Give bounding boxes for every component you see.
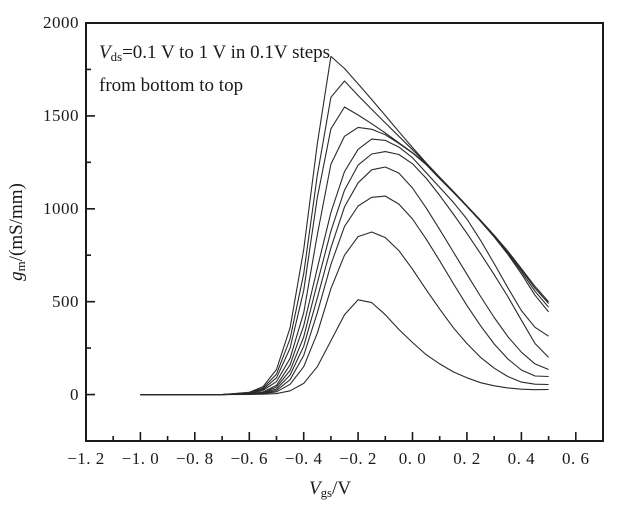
gm-curve-vds-0.6-v xyxy=(140,138,549,396)
y-tick-label: 2000 xyxy=(43,13,79,32)
x-tick-label: −0. 6 xyxy=(230,449,269,468)
x-axis-subscript: gs xyxy=(320,485,333,501)
y-tick-label: 500 xyxy=(52,291,79,311)
y-tick-label: 0 xyxy=(70,384,79,404)
y-axis-title: gm/(mS/mm) xyxy=(6,183,28,281)
gm-curve-vds-1.0-v xyxy=(140,55,550,396)
plot-annotation: Vds=0.1 V to 1 V in 0.1V steps from bott… xyxy=(99,36,330,102)
x-tick-label: 0. 6 xyxy=(562,449,590,468)
gm-curve-vds-0.4-v xyxy=(140,166,549,396)
gm-curve-vds-0.8-v xyxy=(140,106,550,396)
y-tick-label: 1500 xyxy=(43,105,79,125)
plot-frame xyxy=(85,22,604,442)
annotation-line-1: Vds=0.1 V to 1 V in 0.1V steps xyxy=(99,36,330,69)
annotation-vds-symbol: V xyxy=(99,42,111,63)
x-tick-label: −0. 4 xyxy=(284,449,323,468)
y-axis-subscript: m xyxy=(13,261,29,272)
x-tick-label: 0. 2 xyxy=(453,449,481,468)
x-axis-unit: /V xyxy=(332,478,352,499)
gm-curve-vds-0.1-v xyxy=(140,299,549,396)
gm-curve-vds-0.2-v xyxy=(140,231,549,396)
gm-curve-vds-0.5-v xyxy=(140,151,549,396)
axis-ticks xyxy=(85,22,577,441)
gm-curve-vds-0.7-v xyxy=(140,126,550,396)
x-tick-label: −1. 0 xyxy=(121,449,160,468)
x-tick-label: −0. 2 xyxy=(339,449,377,468)
x-tick-label: −1. 2 xyxy=(67,449,105,468)
gm-curve-vds-0.9-v xyxy=(140,80,550,396)
y-tick-label: 1000 xyxy=(43,198,79,218)
annotation-vds-subscript: ds xyxy=(110,49,123,65)
x-axis-title: Vgs/V xyxy=(0,478,632,500)
x-tick-label: 0. 0 xyxy=(398,449,427,468)
x-tick-label: 0. 4 xyxy=(507,449,536,468)
gm-curve-vds-0.3-v xyxy=(140,195,549,396)
x-axis-symbol: V xyxy=(308,478,321,499)
annotation-line-2: from bottom to top xyxy=(99,75,244,96)
x-tick-label: −0. 8 xyxy=(176,449,214,468)
annotation-vds-range-text: =0.1 V to 1 V in 0.1V steps xyxy=(122,42,331,63)
y-axis-unit: /(mS/mm) xyxy=(6,183,27,262)
y-axis-symbol: g xyxy=(6,271,27,281)
